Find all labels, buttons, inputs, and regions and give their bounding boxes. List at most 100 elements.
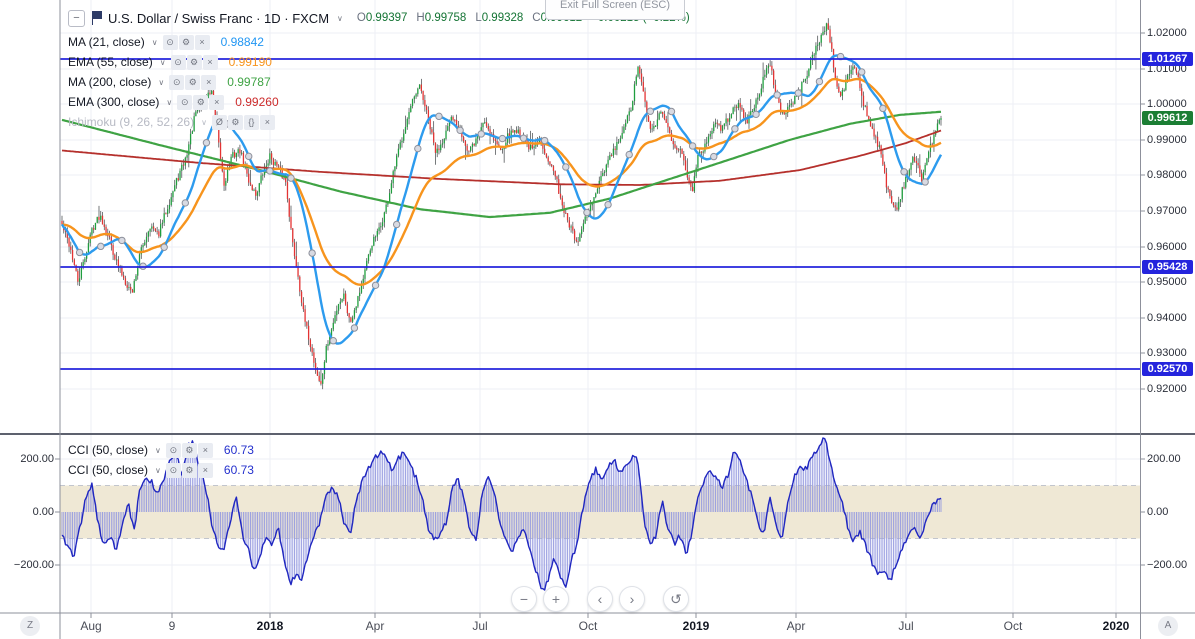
zoom-in-button[interactable]: +: [543, 586, 569, 612]
hidden-icon[interactable]: Ø: [211, 115, 227, 130]
indicator-row-ema-55: EMA (55, close) ∨ ⊙ ⚙ × 0.99190: [68, 52, 272, 72]
indicator-row-cci-2: CCI (50, close) ∨ ⊙ ⚙ × 60.73: [68, 460, 254, 480]
exit-fullscreen-tooltip: Exit Full Screen (ESC): [545, 0, 686, 20]
time-tick-label: 2019: [682, 619, 710, 633]
timezone-button[interactable]: Z: [20, 616, 40, 636]
time-tick-label: 2020: [1102, 619, 1130, 633]
close-icon[interactable]: ×: [197, 463, 213, 478]
gear-icon[interactable]: ⚙: [227, 115, 243, 130]
close-icon[interactable]: ×: [194, 35, 210, 50]
indicator-value: 60.73: [223, 443, 254, 457]
indicator-label[interactable]: MA (21, close): [68, 35, 145, 49]
chevron-down-icon[interactable]: ∨: [151, 37, 158, 47]
close-label: C: [532, 12, 541, 24]
chevron-down-icon[interactable]: ∨: [155, 465, 161, 475]
price-tick-label: 0.93000: [1147, 347, 1187, 359]
low-value: 0.99328: [481, 12, 524, 24]
flag-icon[interactable]: [91, 11, 102, 25]
indicator-label[interactable]: CCI (50, close): [68, 463, 149, 477]
indicator-value: 0.99190: [228, 55, 272, 69]
collapse-pane-button[interactable]: −: [68, 9, 85, 27]
chevron-down-icon[interactable]: ∨: [337, 13, 343, 23]
gear-icon[interactable]: ⚙: [193, 95, 209, 110]
cci-tick-label: 200.00: [20, 453, 54, 465]
price-tick-label: 0.98000: [1147, 169, 1187, 181]
chevron-down-icon[interactable]: ∨: [159, 57, 166, 67]
gear-icon[interactable]: ⚙: [178, 35, 194, 50]
price-tick-label: 1.01000: [1147, 63, 1187, 75]
close-icon[interactable]: ×: [201, 75, 217, 90]
eye-icon[interactable]: ⊙: [162, 35, 178, 50]
eye-icon[interactable]: ⊙: [170, 55, 186, 70]
price-tick-label: 0.96000: [1147, 241, 1187, 253]
high-label: H: [416, 12, 425, 24]
indicator-row-ma-200: MA (200, close) ∨ ⊙ ⚙ × 0.99787: [68, 72, 271, 92]
close-icon[interactable]: ×: [202, 55, 218, 70]
time-tick-label: Apr: [786, 619, 806, 633]
time-tick-label: Oct: [578, 619, 598, 633]
eye-icon[interactable]: ⊙: [177, 95, 193, 110]
time-tick-label: Oct: [1003, 619, 1023, 633]
indicator-row-cci-1: CCI (50, close) ∨ ⊙ ⚙ × 60.73: [68, 440, 254, 460]
indicator-value: 60.73: [223, 463, 254, 477]
chevron-down-icon[interactable]: ∨: [158, 77, 165, 87]
eye-icon[interactable]: ⊙: [169, 75, 185, 90]
eye-icon[interactable]: ⊙: [165, 463, 181, 478]
price-tick-label: 1.02000: [1147, 27, 1187, 39]
close-icon[interactable]: ×: [209, 95, 225, 110]
gear-icon[interactable]: ⚙: [185, 75, 201, 90]
indicator-label[interactable]: CCI (50, close): [68, 443, 149, 457]
open-value: 0.99397: [365, 12, 408, 24]
symbol-title[interactable]: U.S. Dollar / Swiss Franc · 1D · FXCM: [108, 10, 330, 26]
gear-icon[interactable]: ⚙: [181, 443, 197, 458]
cci-tick-label: −200.00: [1147, 559, 1188, 571]
indicator-row-ichimoku: Ichimoku (9, 26, 52, 26) ∨ Ø ⚙{} ×: [68, 112, 276, 132]
chevron-down-icon[interactable]: ∨: [155, 445, 161, 455]
close-icon[interactable]: ×: [197, 443, 213, 458]
indicator-row-ema-300: EMA (300, close) ∨ ⊙ ⚙ × 0.99260: [68, 92, 279, 112]
close-icon[interactable]: ×: [259, 115, 275, 130]
cci-tick-label: −200.00: [13, 559, 54, 571]
zoom-out-button[interactable]: −: [511, 586, 537, 612]
indicator-value: 0.99787: [227, 75, 271, 89]
price-tick-label: 0.94000: [1147, 312, 1187, 324]
time-tick-label: 2018: [256, 619, 284, 633]
reset-chart-button[interactable]: ↺: [663, 586, 689, 612]
price-tick-label: 1.00000: [1147, 98, 1187, 110]
price-level-badge: 1.01267: [1142, 52, 1193, 66]
price-tick-label: 0.95000: [1147, 276, 1187, 288]
price-tick-label: 0.99000: [1147, 134, 1187, 146]
open-label: O: [356, 12, 366, 24]
indicator-label[interactable]: MA (200, close): [68, 75, 152, 89]
time-tick-label: Aug: [80, 619, 102, 633]
indicator-value: 0.99260: [235, 95, 279, 109]
price-tick-label: 0.97000: [1147, 205, 1187, 217]
auto-scale-button[interactable]: A: [1158, 616, 1178, 636]
braces-icon[interactable]: {}: [243, 115, 259, 130]
price-level-badge: 0.95428: [1142, 260, 1193, 274]
indicator-label[interactable]: EMA (300, close): [68, 95, 160, 109]
gear-icon[interactable]: ⚙: [186, 55, 202, 70]
indicator-label[interactable]: Ichimoku (9, 26, 52, 26): [68, 115, 195, 129]
gear-icon[interactable]: ⚙: [181, 463, 197, 478]
indicator-value: 0.98842: [220, 35, 264, 49]
scroll-right-button[interactable]: ›: [619, 586, 645, 612]
eye-icon[interactable]: ⊙: [165, 443, 181, 458]
price-level-badge: 0.92570: [1142, 362, 1193, 376]
cci-tick-label: 200.00: [1147, 453, 1181, 465]
indicator-row-ma-21: MA (21, close) ∨ ⊙ ⚙ × 0.98842: [68, 32, 264, 52]
low-label: L: [475, 12, 482, 24]
chevron-down-icon[interactable]: ∨: [166, 97, 173, 107]
price-tick-label: 0.92000: [1147, 383, 1187, 395]
cci-tick-label: 0.00: [1147, 506, 1169, 518]
last-price-badge: 0.99612: [1142, 111, 1193, 125]
chart-header: − U.S. Dollar / Swiss Franc · 1D · FXCM …: [68, 8, 690, 28]
scroll-left-button[interactable]: ‹: [587, 586, 613, 612]
indicator-label[interactable]: EMA (55, close): [68, 55, 153, 69]
cci-tick-label: 0.00: [32, 506, 54, 518]
time-tick-label: Apr: [365, 619, 385, 633]
chevron-down-icon[interactable]: ∨: [201, 117, 207, 127]
time-tick-label: Jul: [898, 619, 914, 633]
